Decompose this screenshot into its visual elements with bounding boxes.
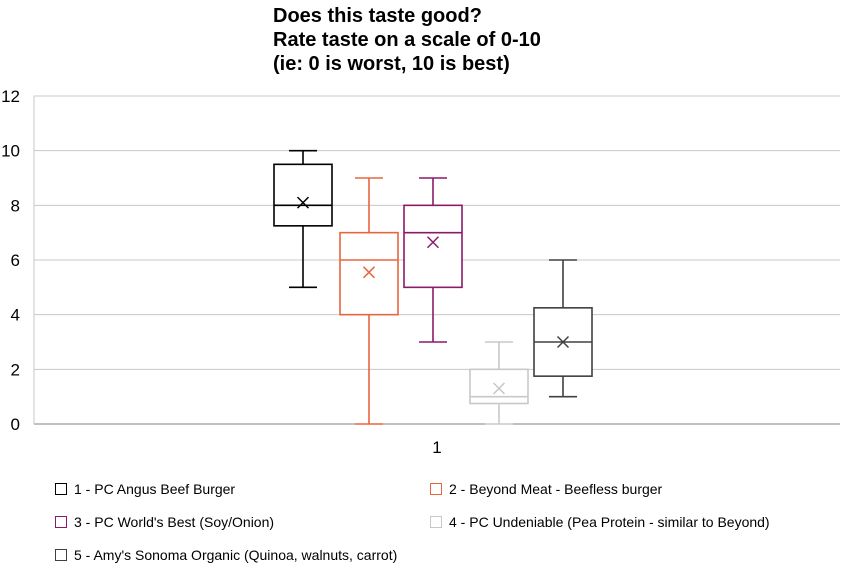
box-series-2 — [339, 177, 399, 425]
y-tick-label: 0 — [11, 415, 20, 434]
chart-title-line-2: Rate taste on a scale of 0-10 — [273, 29, 541, 51]
y-tick-label: 6 — [11, 251, 20, 270]
box-iqr — [469, 368, 529, 405]
y-tick-label: 10 — [1, 142, 20, 161]
chart-title-line-1: Does this taste good? — [273, 5, 482, 27]
y-tick-label: 12 — [1, 87, 20, 106]
mean-marker — [492, 382, 506, 395]
box-iqr — [339, 231, 399, 316]
chart-title-line-3: (ie: 0 is worst, 10 is best) — [273, 53, 510, 75]
mean-marker — [426, 236, 440, 249]
mean-marker — [296, 196, 310, 209]
box-series-5 — [533, 259, 593, 398]
box-series-3 — [403, 177, 463, 343]
y-tick-label: 8 — [11, 196, 20, 215]
box-iqr — [273, 163, 333, 227]
y-tick-label: 4 — [11, 306, 20, 325]
y-tick-label: 2 — [11, 360, 20, 379]
mean-marker — [556, 335, 570, 349]
box-series-4 — [469, 341, 529, 425]
mean-marker — [362, 266, 376, 279]
box-series-1 — [273, 149, 333, 289]
chart-title: Does this taste good? Rate taste on a sc… — [273, 4, 693, 76]
x-category-label: 1 — [432, 438, 441, 457]
box-iqr — [403, 204, 463, 289]
